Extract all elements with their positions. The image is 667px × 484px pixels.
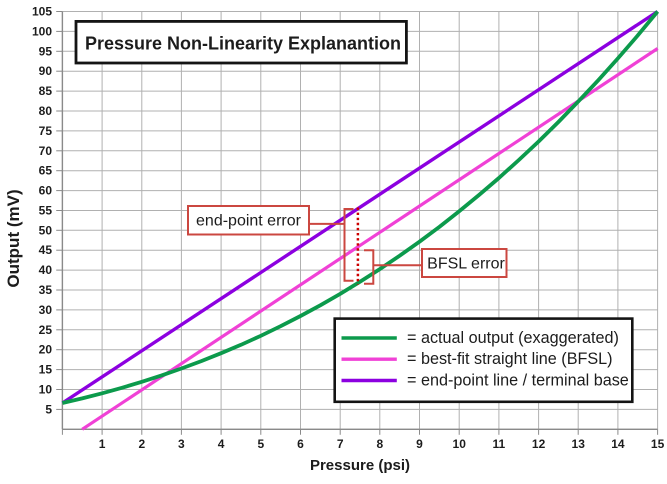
svg-text:45: 45 [39, 243, 53, 257]
svg-text:12: 12 [532, 437, 546, 451]
svg-text:8: 8 [376, 437, 383, 451]
svg-text:80: 80 [39, 104, 53, 118]
svg-text:40: 40 [39, 263, 53, 277]
svg-text:100: 100 [32, 24, 52, 38]
svg-text:15: 15 [39, 363, 53, 377]
svg-text:65: 65 [39, 164, 53, 178]
svg-text:Output (mV): Output (mV) [4, 189, 23, 287]
svg-text:14: 14 [611, 437, 625, 451]
svg-text:25: 25 [39, 323, 53, 337]
svg-text:2: 2 [138, 437, 145, 451]
svg-text:50: 50 [39, 223, 53, 237]
svg-text:35: 35 [39, 283, 53, 297]
svg-text:Pressure (psi): Pressure (psi) [310, 457, 410, 474]
svg-text:5: 5 [257, 437, 264, 451]
svg-text:20: 20 [39, 343, 53, 357]
svg-text:10: 10 [453, 437, 467, 451]
svg-text:95: 95 [39, 44, 53, 58]
svg-text:10: 10 [39, 383, 53, 397]
svg-text:4: 4 [218, 437, 225, 451]
svg-text:BFSL error: BFSL error [427, 256, 505, 273]
svg-text:55: 55 [39, 204, 53, 218]
svg-text:90: 90 [39, 64, 53, 78]
svg-text:30: 30 [39, 303, 53, 317]
svg-text:105: 105 [32, 5, 52, 19]
svg-text:= end-point line / terminal ba: = end-point line / terminal base [407, 372, 629, 390]
svg-text:= actual output (exaggerated): = actual output (exaggerated) [407, 329, 619, 347]
svg-text:Pressure Non-Linearity Explana: Pressure Non-Linearity Explanantion [85, 33, 401, 53]
svg-text:11: 11 [493, 437, 506, 451]
svg-text:60: 60 [39, 184, 53, 198]
svg-text:= best-fit straight line (BFSL: = best-fit straight line (BFSL) [407, 350, 613, 368]
svg-text:6: 6 [297, 437, 304, 451]
svg-text:15: 15 [651, 437, 665, 451]
svg-text:5: 5 [45, 402, 52, 416]
svg-text:70: 70 [39, 144, 53, 158]
svg-text:end-point error: end-point error [196, 213, 302, 230]
svg-text:7: 7 [337, 437, 344, 451]
svg-text:9: 9 [416, 437, 423, 451]
svg-text:1: 1 [99, 437, 106, 451]
svg-text:13: 13 [572, 437, 586, 451]
svg-text:85: 85 [39, 84, 53, 98]
svg-text:75: 75 [39, 124, 53, 138]
svg-text:3: 3 [178, 437, 185, 451]
